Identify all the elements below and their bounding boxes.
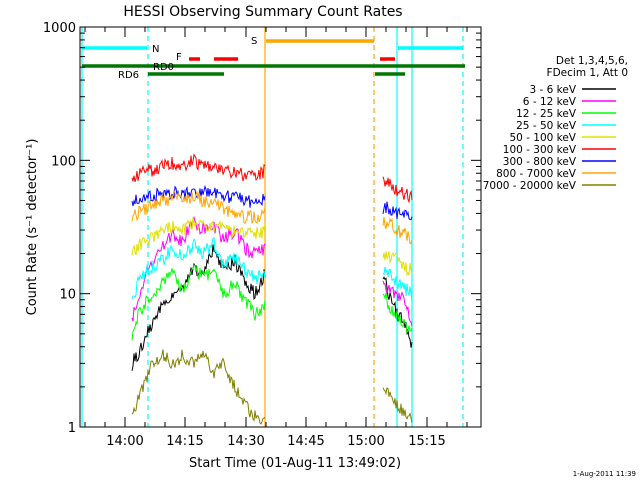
series-line-0 xyxy=(382,276,413,348)
series-line-7 xyxy=(131,189,266,225)
series-line-3 xyxy=(382,266,413,302)
series-line-4 xyxy=(131,217,266,256)
x-tick-label: 14:15 xyxy=(166,434,203,449)
flag-label-n: N xyxy=(152,44,159,55)
plot-frame xyxy=(79,26,482,428)
y-tick-label: 1 xyxy=(68,421,76,436)
y-tick-label: 1000 xyxy=(43,21,76,36)
legend: Det 1,3,4,5,6,FDecim 1, Att 0 3 - 6 keV6 … xyxy=(483,55,628,192)
series-line-2 xyxy=(382,292,413,334)
series-line-5 xyxy=(131,153,266,182)
series-line-6 xyxy=(382,201,413,221)
flag-label-rd0: RD0 xyxy=(153,62,174,73)
series-line-8 xyxy=(131,349,266,425)
legend-entry-label: 300 - 800 keV xyxy=(503,156,577,168)
legend-entry-label: 25 - 50 keV xyxy=(516,120,577,132)
legend-entry-label: 6 - 12 keV xyxy=(523,96,577,108)
y-tick-label: 100 xyxy=(51,154,76,169)
series-line-8 xyxy=(382,387,413,423)
legend-entry-label: 12 - 25 keV xyxy=(516,108,577,120)
x-tick-label: 14:00 xyxy=(106,434,143,449)
series-line-1 xyxy=(131,215,266,322)
series-line-4 xyxy=(382,251,413,277)
flag-label-rd6: RD6 xyxy=(118,70,139,81)
series-line-5 xyxy=(382,176,413,204)
flag-label-s: S xyxy=(251,36,257,47)
x-tick-label: 14:30 xyxy=(227,434,264,449)
y-tick-label: 10 xyxy=(59,288,76,303)
x-tick-label: 15:00 xyxy=(347,434,384,449)
flag-label-f: F xyxy=(176,52,182,63)
x-tick-label: 14:45 xyxy=(287,434,324,449)
x-axis-label: Start Time (01-Aug-11 13:49:02) xyxy=(189,456,401,471)
legend-entry-label: 50 - 100 keV xyxy=(509,132,576,144)
series-line-0 xyxy=(131,244,266,371)
legend-entry-label: 3 - 6 keV xyxy=(529,84,576,96)
series-line-7 xyxy=(382,216,413,245)
legend-entry-label: 7000 - 20000 keV xyxy=(483,180,577,192)
y-axis-label: Count Rate (s⁻¹ detector⁻¹) xyxy=(25,139,40,316)
series-line-3 xyxy=(131,236,266,300)
legend-header-line: FDecim 1, Att 0 xyxy=(547,67,628,79)
legend-entry-label: 100 - 300 keV xyxy=(503,144,577,156)
series-line-2 xyxy=(131,264,266,341)
x-tick-label: 15:15 xyxy=(408,434,445,449)
legend-entry-label: 800 - 7000 keV xyxy=(496,168,577,180)
legend-header-line: Det 1,3,4,5,6, xyxy=(556,55,628,67)
chart-title: HESSI Observing Summary Count Rates xyxy=(123,4,402,20)
footer-timestamp: 1-Aug-2011 11:39 xyxy=(573,470,636,478)
series-line-1 xyxy=(382,280,413,327)
